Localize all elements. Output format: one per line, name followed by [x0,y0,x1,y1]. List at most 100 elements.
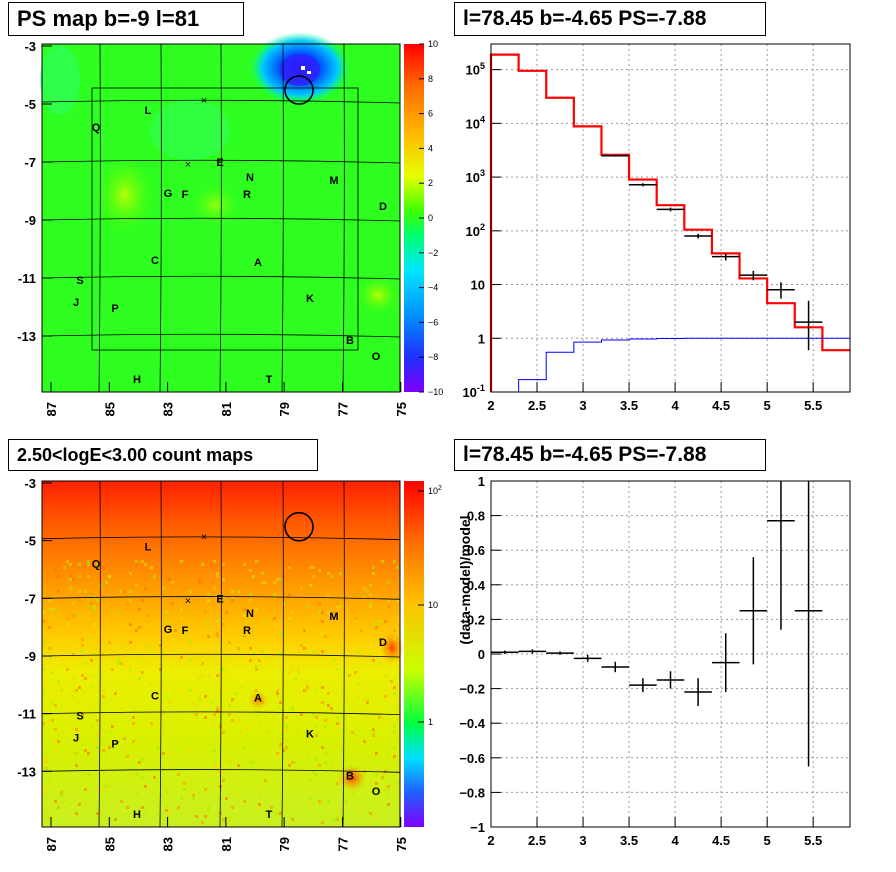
source-label: S [76,711,83,723]
count-map-pixel [51,701,54,704]
count-map-pixel [54,800,57,803]
count-map-pixel [177,767,180,770]
count-map-pixel [222,596,225,599]
count-map-pixel [141,776,144,779]
source-label: L [145,542,152,554]
count-map-pixel [207,674,210,677]
count-map-pixel [69,578,72,581]
count-map-pixel [75,764,78,767]
count-map-pixel [279,812,282,815]
count-map-pixel [87,611,90,614]
count-map-pixel [210,581,213,584]
map-grid-line [41,653,401,658]
count-map-pixel [189,641,192,644]
count-map-pixel [294,734,297,737]
count-map-pixel [276,689,279,692]
count-map-pixel [198,698,201,701]
count-map-pixel [54,728,57,731]
count-map-panel: L Q E N M G F R D C A SJ P K B O H T × × -3 -5 -7 -9 -11 -13 87 85… [17,476,442,851]
count-map-pixel [201,581,204,584]
count-map-axes: -3 -5 -7 -9 -11 -13 87 85 83 81 79 77 75 [17,476,409,851]
spectrum-x-tick-label: 3 [579,398,586,413]
count-map-pixel [243,608,246,611]
count-map-pixel [189,794,192,797]
count-map-pixel [129,623,132,626]
count-map-pixel [288,563,291,566]
source-label: G [164,624,173,636]
source-label: A [254,257,262,269]
count-map-pixel [243,746,246,749]
count-map-pixel [267,719,270,722]
count-map-pixel [258,794,261,797]
count-map-pixel [222,578,225,581]
count-map-pixel [117,764,120,767]
count-map-pixel [93,605,96,608]
source-label: H [133,809,141,821]
count-map-pixel [309,566,312,569]
count-map-pixel [84,797,87,800]
count-map-pixel [333,611,336,614]
count-map-pixel [366,653,369,656]
count-map-pixel [144,785,147,788]
count-map-pixel [228,704,231,707]
count-map-pixel [243,635,246,638]
source-label: G [164,188,173,200]
ps-map-markers: L Q E N M G F R D C A SJ P K B O H T × × [73,75,387,386]
colorbar-tick-label: 1 [428,717,433,727]
count-map-pixel [216,707,219,710]
count-map-pixel [324,746,327,749]
count-map-pixel [207,635,210,638]
count-map-pixel [249,593,252,596]
count-map-pixel [135,629,138,632]
count-map-pixel [387,803,390,806]
count-map-pixel [75,689,78,692]
count-map-pixel [84,749,87,752]
count-map-pixel [63,800,66,803]
count-map-pixel [195,815,198,818]
count-map-pixel [321,800,324,803]
count-map-pixel [282,803,285,806]
count-map-pixel [144,809,147,812]
count-map-pixel [369,602,372,605]
colorbar-tick-label: 8 [428,74,433,84]
count-map-pixel [183,764,186,767]
count-map-pixel [291,668,294,671]
count-map-pixel [384,620,387,623]
count-map-pixel [387,605,390,608]
residual-axes: 2 2.5 3 3.5 4 4.5 5 5.5 1 0.8 0.6 0.4 0.2 0 −0.2 −0.4 −0… [459,474,822,848]
count-map-pixel [129,668,132,671]
count-map-pixel [138,677,141,680]
count-map-pixel [165,644,168,647]
count-map-pixel [303,647,306,650]
count-map-pixel [72,653,75,656]
count-map-pixel [258,803,261,806]
source-label: L [145,105,152,117]
count-map-pixel [207,809,210,812]
count-map-pixel [48,818,51,821]
source-label: N [246,608,254,620]
count-map-pixel [60,791,63,794]
count-map-pixel [321,620,324,623]
count-map-pixel [309,797,312,800]
spectrum-y-tick-label: 10 [471,278,485,293]
count-map-pixel [90,674,93,677]
count-map-pixel [114,818,117,821]
count-map-pixel [318,602,321,605]
count-map-pixel [264,620,267,623]
count-map-pixel [84,725,87,728]
count-map-pixel [180,560,183,563]
count-map-pixel [270,806,273,809]
count-map-pixel [180,617,183,620]
count-map-pixel [366,803,369,806]
residual-title: l=78.45 b=-4.65 PS=-7.88 [454,439,766,471]
count-map-pixel [267,656,270,659]
count-map-pixel [384,770,387,773]
count-map-pixel [258,788,261,791]
source-label: C [151,691,159,703]
count-map-pixel [351,791,354,794]
count-map-pixel [78,563,81,566]
count-map-pixel [213,560,216,563]
count-map-pixel [204,815,207,818]
